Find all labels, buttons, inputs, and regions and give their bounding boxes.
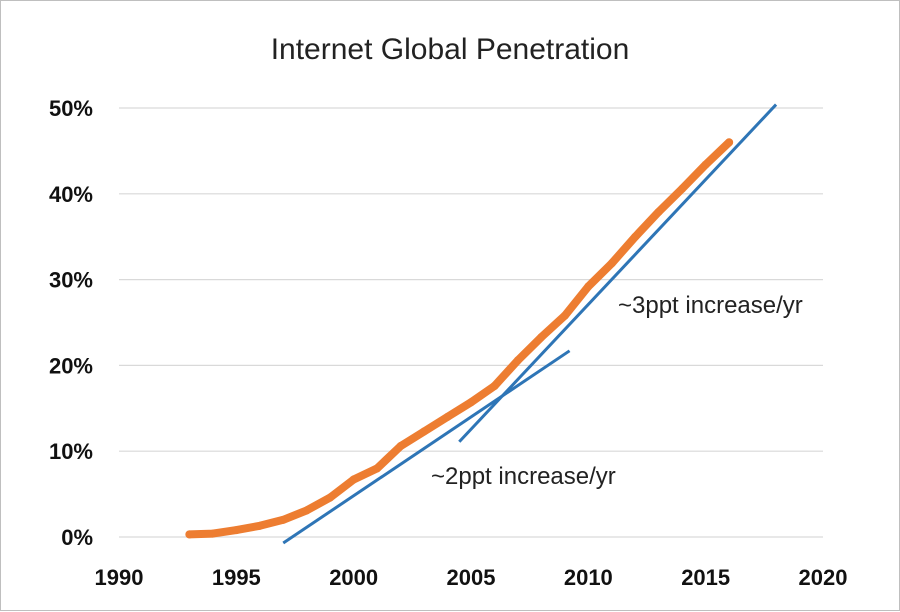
data-point <box>725 138 734 147</box>
grid <box>119 107 823 538</box>
y-axis-ticks: 0% 10% 20% 30% 40% 50% <box>49 96 93 550</box>
data-point <box>701 160 710 169</box>
series <box>185 138 734 539</box>
data-point <box>349 475 358 484</box>
data-point <box>631 232 640 241</box>
data-point <box>584 282 593 291</box>
annotation-2ppt: ~2ppt increase/yr <box>431 463 616 490</box>
data-point <box>396 442 405 451</box>
data-point <box>420 427 429 436</box>
data-point <box>255 521 264 530</box>
trendline-1 <box>282 349 571 545</box>
data-point <box>208 529 217 538</box>
trendlines <box>282 103 778 545</box>
data-point <box>654 207 663 216</box>
data-point <box>490 381 499 390</box>
data-point <box>467 398 475 407</box>
data-point <box>373 464 382 473</box>
data-point <box>443 412 452 421</box>
x-tick-label: 2005 <box>447 565 496 590</box>
x-tick-label: 2015 <box>681 565 730 590</box>
y-tick-label: 50% <box>49 96 93 121</box>
data-point <box>185 530 194 539</box>
data-point <box>678 184 687 193</box>
data-point <box>279 515 288 524</box>
y-tick-label: 40% <box>49 182 93 207</box>
data-point <box>326 493 335 502</box>
chart-title: Internet Global Penetration <box>271 33 630 66</box>
x-tick-label: 2020 <box>799 565 848 590</box>
y-tick-label: 10% <box>49 439 93 464</box>
data-point <box>607 259 616 268</box>
y-tick-label: 0% <box>61 525 93 550</box>
data-point <box>537 333 546 342</box>
x-tick-label: 1990 <box>95 565 144 590</box>
x-tick-label: 1995 <box>212 565 261 590</box>
x-tick-label: 2010 <box>564 565 613 590</box>
y-tick-label: 20% <box>49 353 93 378</box>
data-point <box>513 356 522 365</box>
trendline-2 <box>458 103 778 443</box>
annotation-3ppt: ~3ppt increase/yr <box>618 292 803 319</box>
x-axis-ticks: 1990 1995 2000 2005 2010 2015 2020 <box>95 565 848 590</box>
data-point <box>560 311 569 320</box>
y-tick-label: 30% <box>49 268 93 293</box>
series-line <box>185 138 734 539</box>
data-point <box>302 506 311 515</box>
data-point <box>232 526 241 535</box>
x-tick-label: 2000 <box>329 565 378 590</box>
